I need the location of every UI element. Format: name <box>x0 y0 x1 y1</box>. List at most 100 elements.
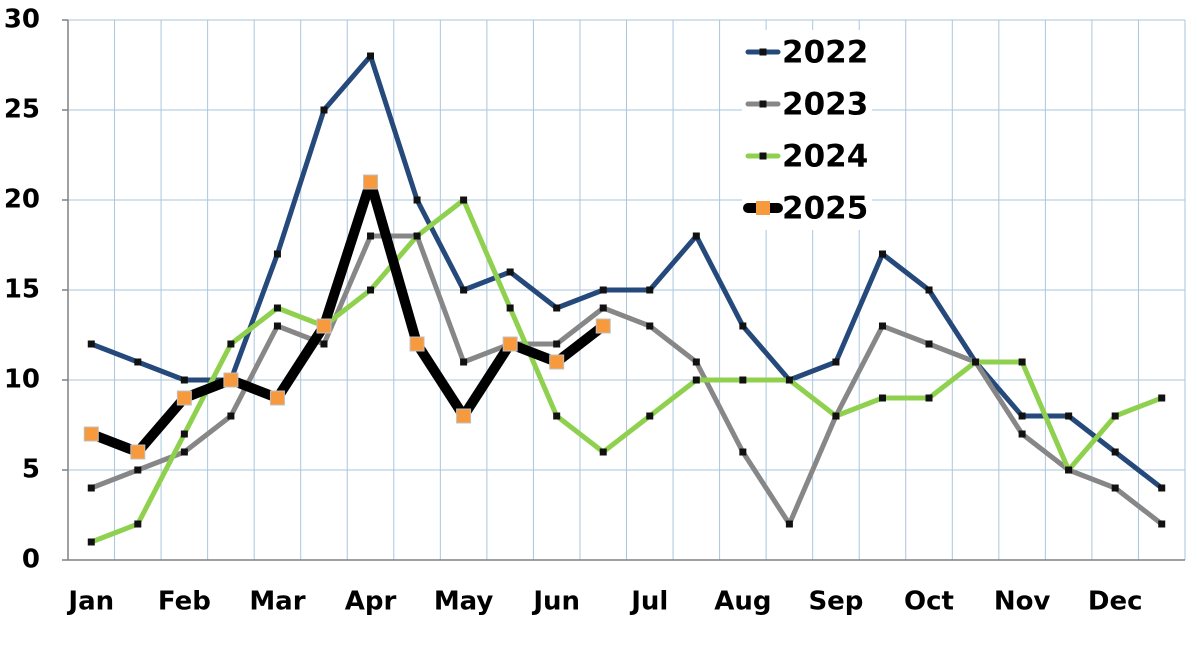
marker <box>692 232 700 240</box>
marker <box>553 412 561 420</box>
legend-label: 2025 <box>782 191 868 227</box>
marker <box>925 340 933 348</box>
marker <box>1065 412 1073 420</box>
x-tick-label: Jan <box>66 587 114 617</box>
legend-box <box>742 30 872 230</box>
series-line <box>90 197 1163 545</box>
marker <box>739 376 747 384</box>
marker <box>223 372 239 388</box>
y-tick-label: 10 <box>4 365 40 395</box>
marker <box>646 412 654 420</box>
marker <box>506 268 514 276</box>
marker <box>785 376 793 384</box>
marker <box>320 106 328 114</box>
marker <box>320 340 328 348</box>
x-tick-label: Aug <box>714 587 771 617</box>
series-line <box>90 233 1164 527</box>
marker <box>363 174 379 190</box>
marker <box>227 412 235 420</box>
marker <box>692 376 700 384</box>
marker <box>180 430 188 438</box>
marker <box>176 390 192 406</box>
x-tick-label: Mar <box>249 587 305 617</box>
marker <box>832 358 840 366</box>
marker <box>269 390 285 406</box>
x-tick-label: Dec <box>1088 587 1143 617</box>
marker <box>1018 358 1026 366</box>
legend-label: 2024 <box>782 139 868 175</box>
marker <box>409 336 425 352</box>
legend-label: 2022 <box>782 35 868 71</box>
x-tick-label: Jun <box>531 587 580 617</box>
legend-marker <box>759 48 767 56</box>
y-tick-label: 25 <box>4 95 40 125</box>
marker <box>1158 520 1166 528</box>
marker <box>549 354 565 370</box>
marker <box>134 466 142 474</box>
marker <box>502 336 518 352</box>
marker <box>460 196 468 204</box>
marker <box>972 358 980 366</box>
marker <box>1158 394 1166 402</box>
marker <box>134 358 142 366</box>
marker <box>599 286 607 294</box>
legend-marker <box>759 152 767 160</box>
marker <box>316 318 332 334</box>
y-tick-label: 0 <box>22 545 40 575</box>
marker <box>739 448 747 456</box>
marker <box>599 304 607 312</box>
marker <box>367 286 375 294</box>
marker <box>832 412 840 420</box>
legend-marker <box>756 201 770 215</box>
marker <box>273 250 281 258</box>
marker <box>739 322 747 330</box>
marker <box>925 394 933 402</box>
marker <box>180 376 188 384</box>
marker <box>87 484 95 492</box>
marker <box>87 340 95 348</box>
marker <box>460 286 468 294</box>
marker <box>134 520 142 528</box>
marker <box>1158 484 1166 492</box>
marker <box>785 520 793 528</box>
y-tick-label: 20 <box>4 185 40 215</box>
x-tick-label: Apr <box>345 587 397 617</box>
marker <box>456 408 472 424</box>
legend-label: 2023 <box>782 87 868 123</box>
x-tick-label: Feb <box>158 587 211 617</box>
y-tick-label: 5 <box>22 455 40 485</box>
marker <box>130 444 146 460</box>
marker <box>413 196 421 204</box>
marker <box>506 304 514 312</box>
x-tick-label: Sep <box>808 587 863 617</box>
marker <box>878 322 886 330</box>
marker <box>1111 484 1119 492</box>
x-tick-label: Oct <box>904 587 954 617</box>
marker <box>1018 412 1026 420</box>
marker <box>599 448 607 456</box>
y-tick-label: 15 <box>4 275 40 305</box>
marker <box>1065 466 1073 474</box>
marker <box>692 358 700 366</box>
series-line <box>89 177 607 457</box>
marker <box>180 448 188 456</box>
x-tick-label: Nov <box>994 587 1051 617</box>
marker <box>1111 412 1119 420</box>
marker <box>273 322 281 330</box>
marker <box>87 538 95 546</box>
x-tick-label: Jul <box>629 587 668 617</box>
marker <box>273 304 281 312</box>
marker <box>878 250 886 258</box>
x-tick-label: May <box>434 587 494 617</box>
marker <box>367 52 375 60</box>
marker <box>227 340 235 348</box>
marker <box>878 394 886 402</box>
marker <box>553 304 561 312</box>
marker <box>553 340 561 348</box>
marker <box>595 318 611 334</box>
marker <box>1018 430 1026 438</box>
legend-marker <box>759 100 767 108</box>
marker <box>460 358 468 366</box>
marker <box>413 232 421 240</box>
